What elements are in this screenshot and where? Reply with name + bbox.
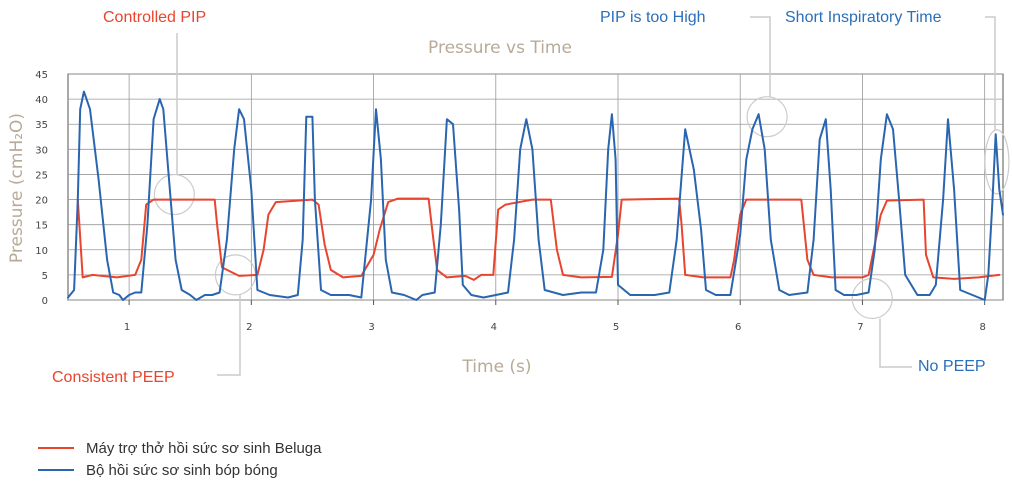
leader-consistent-peep bbox=[217, 294, 241, 376]
y-axis-label: Pressure (cmH₂O) bbox=[7, 113, 27, 263]
series-lines bbox=[67, 90, 1004, 301]
x-tick-label: 6 bbox=[735, 322, 741, 333]
x-tick-label: 7 bbox=[857, 322, 863, 333]
annotation-pip-too-high: PIP is too High bbox=[600, 9, 706, 26]
y-tick-label: 35 bbox=[35, 120, 48, 131]
x-tick-label: 2 bbox=[246, 322, 252, 333]
y-tick-label: 45 bbox=[35, 70, 48, 81]
legend-swatch-red bbox=[38, 447, 74, 449]
x-tick-label: 3 bbox=[368, 322, 374, 333]
legend-item-bag: Bộ hồi sức sơ sinh bóp bóng bbox=[38, 459, 321, 481]
circle-controlled-pip bbox=[153, 173, 195, 216]
annotation-circles bbox=[153, 96, 1010, 320]
circle-no-peep bbox=[851, 277, 893, 320]
annotation-short-inspiratory-time: Short Inspiratory Time bbox=[785, 9, 942, 26]
y-tick-label: 40 bbox=[35, 95, 48, 106]
legend-item-beluga: Máy trợ thở hồi sức sơ sinh Beluga bbox=[38, 437, 321, 459]
leader-no-peep bbox=[879, 318, 912, 368]
series-line-0 bbox=[76, 197, 1001, 281]
legend: Máy trợ thở hồi sức sơ sinh Beluga Bộ hồ… bbox=[38, 437, 321, 481]
y-tick-label: 10 bbox=[35, 246, 48, 257]
annotation-controlled-pip: Controlled PIP bbox=[103, 9, 206, 26]
grid bbox=[67, 73, 1004, 301]
annotation-consistent-peep: Consistent PEEP bbox=[52, 369, 175, 386]
x-tick-label: 8 bbox=[979, 322, 985, 333]
chart-title: Pressure vs Time bbox=[428, 38, 572, 58]
x-tick-label: 5 bbox=[613, 322, 619, 333]
legend-label-bag: Bộ hồi sức sơ sinh bóp bóng bbox=[86, 461, 278, 479]
legend-label-beluga: Máy trợ thở hồi sức sơ sinh Beluga bbox=[86, 439, 322, 457]
x-tick-label: 4 bbox=[491, 322, 497, 333]
circle-short-inspiratory-time bbox=[984, 129, 1010, 195]
annotation-leaders bbox=[176, 16, 996, 376]
legend-swatch-blue bbox=[38, 469, 74, 471]
series-line-1 bbox=[67, 90, 1004, 301]
y-tick-label: 20 bbox=[35, 196, 48, 207]
leader-short-inspiratory-time bbox=[985, 16, 996, 130]
circle-pip-too-high bbox=[746, 96, 788, 138]
x-tick-label: 1 bbox=[124, 322, 130, 333]
y-tick-label: 5 bbox=[42, 271, 48, 282]
y-tick-label: 30 bbox=[35, 145, 48, 156]
leader-pip-too-high bbox=[750, 16, 771, 97]
annotation-no-peep: No PEEP bbox=[918, 358, 986, 375]
y-tick-label: 0 bbox=[42, 296, 48, 307]
x-axis-label: Time (s) bbox=[461, 357, 531, 377]
y-tick-label: 25 bbox=[35, 170, 48, 181]
y-tick-label: 15 bbox=[35, 221, 48, 232]
